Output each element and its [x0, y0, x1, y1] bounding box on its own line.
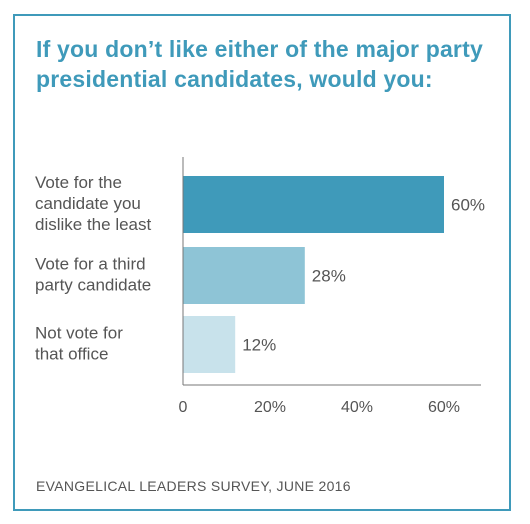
category-label-line: Vote for a third [35, 255, 146, 274]
category-label-line: dislike the least [35, 215, 152, 234]
category-label-2: Vote for a third party candidate [35, 255, 151, 295]
value-labels-layer: 60% 28% 12% [242, 196, 485, 355]
category-labels-layer: Vote for the candidate you dislike the lea… [35, 173, 152, 364]
value-label-2: 28% [312, 267, 346, 286]
category-label-line: Not vote for [35, 324, 123, 343]
source-note: EVANGELICAL LEADERS SURVEY, JUNE 2016 [36, 478, 351, 494]
x-tick-label-3: 40% [341, 399, 373, 416]
category-label-line: that office [35, 345, 108, 364]
category-label-1: Vote for the candidate you dislike the lea… [35, 173, 152, 234]
bar-2 [183, 247, 305, 304]
bar-3 [183, 316, 236, 373]
bar-1 [183, 176, 444, 233]
value-label-1: 60% [451, 196, 485, 215]
category-label-line: party candidate [35, 276, 151, 295]
category-label-line: Vote for the [35, 173, 122, 192]
value-label-3: 12% [242, 336, 276, 355]
x-tick-labels-layer: 0 20% 40% 60% [179, 399, 460, 416]
category-label-line: candidate you [35, 194, 141, 213]
x-tick-label-2: 20% [254, 399, 286, 416]
bars-layer [183, 176, 444, 373]
x-tick-label-4: 60% [428, 399, 460, 416]
category-label-3: Not vote for that office [35, 324, 123, 364]
x-tick-label-1: 0 [179, 399, 188, 416]
chart-title: If you don’t like either of the major pa… [36, 36, 483, 92]
